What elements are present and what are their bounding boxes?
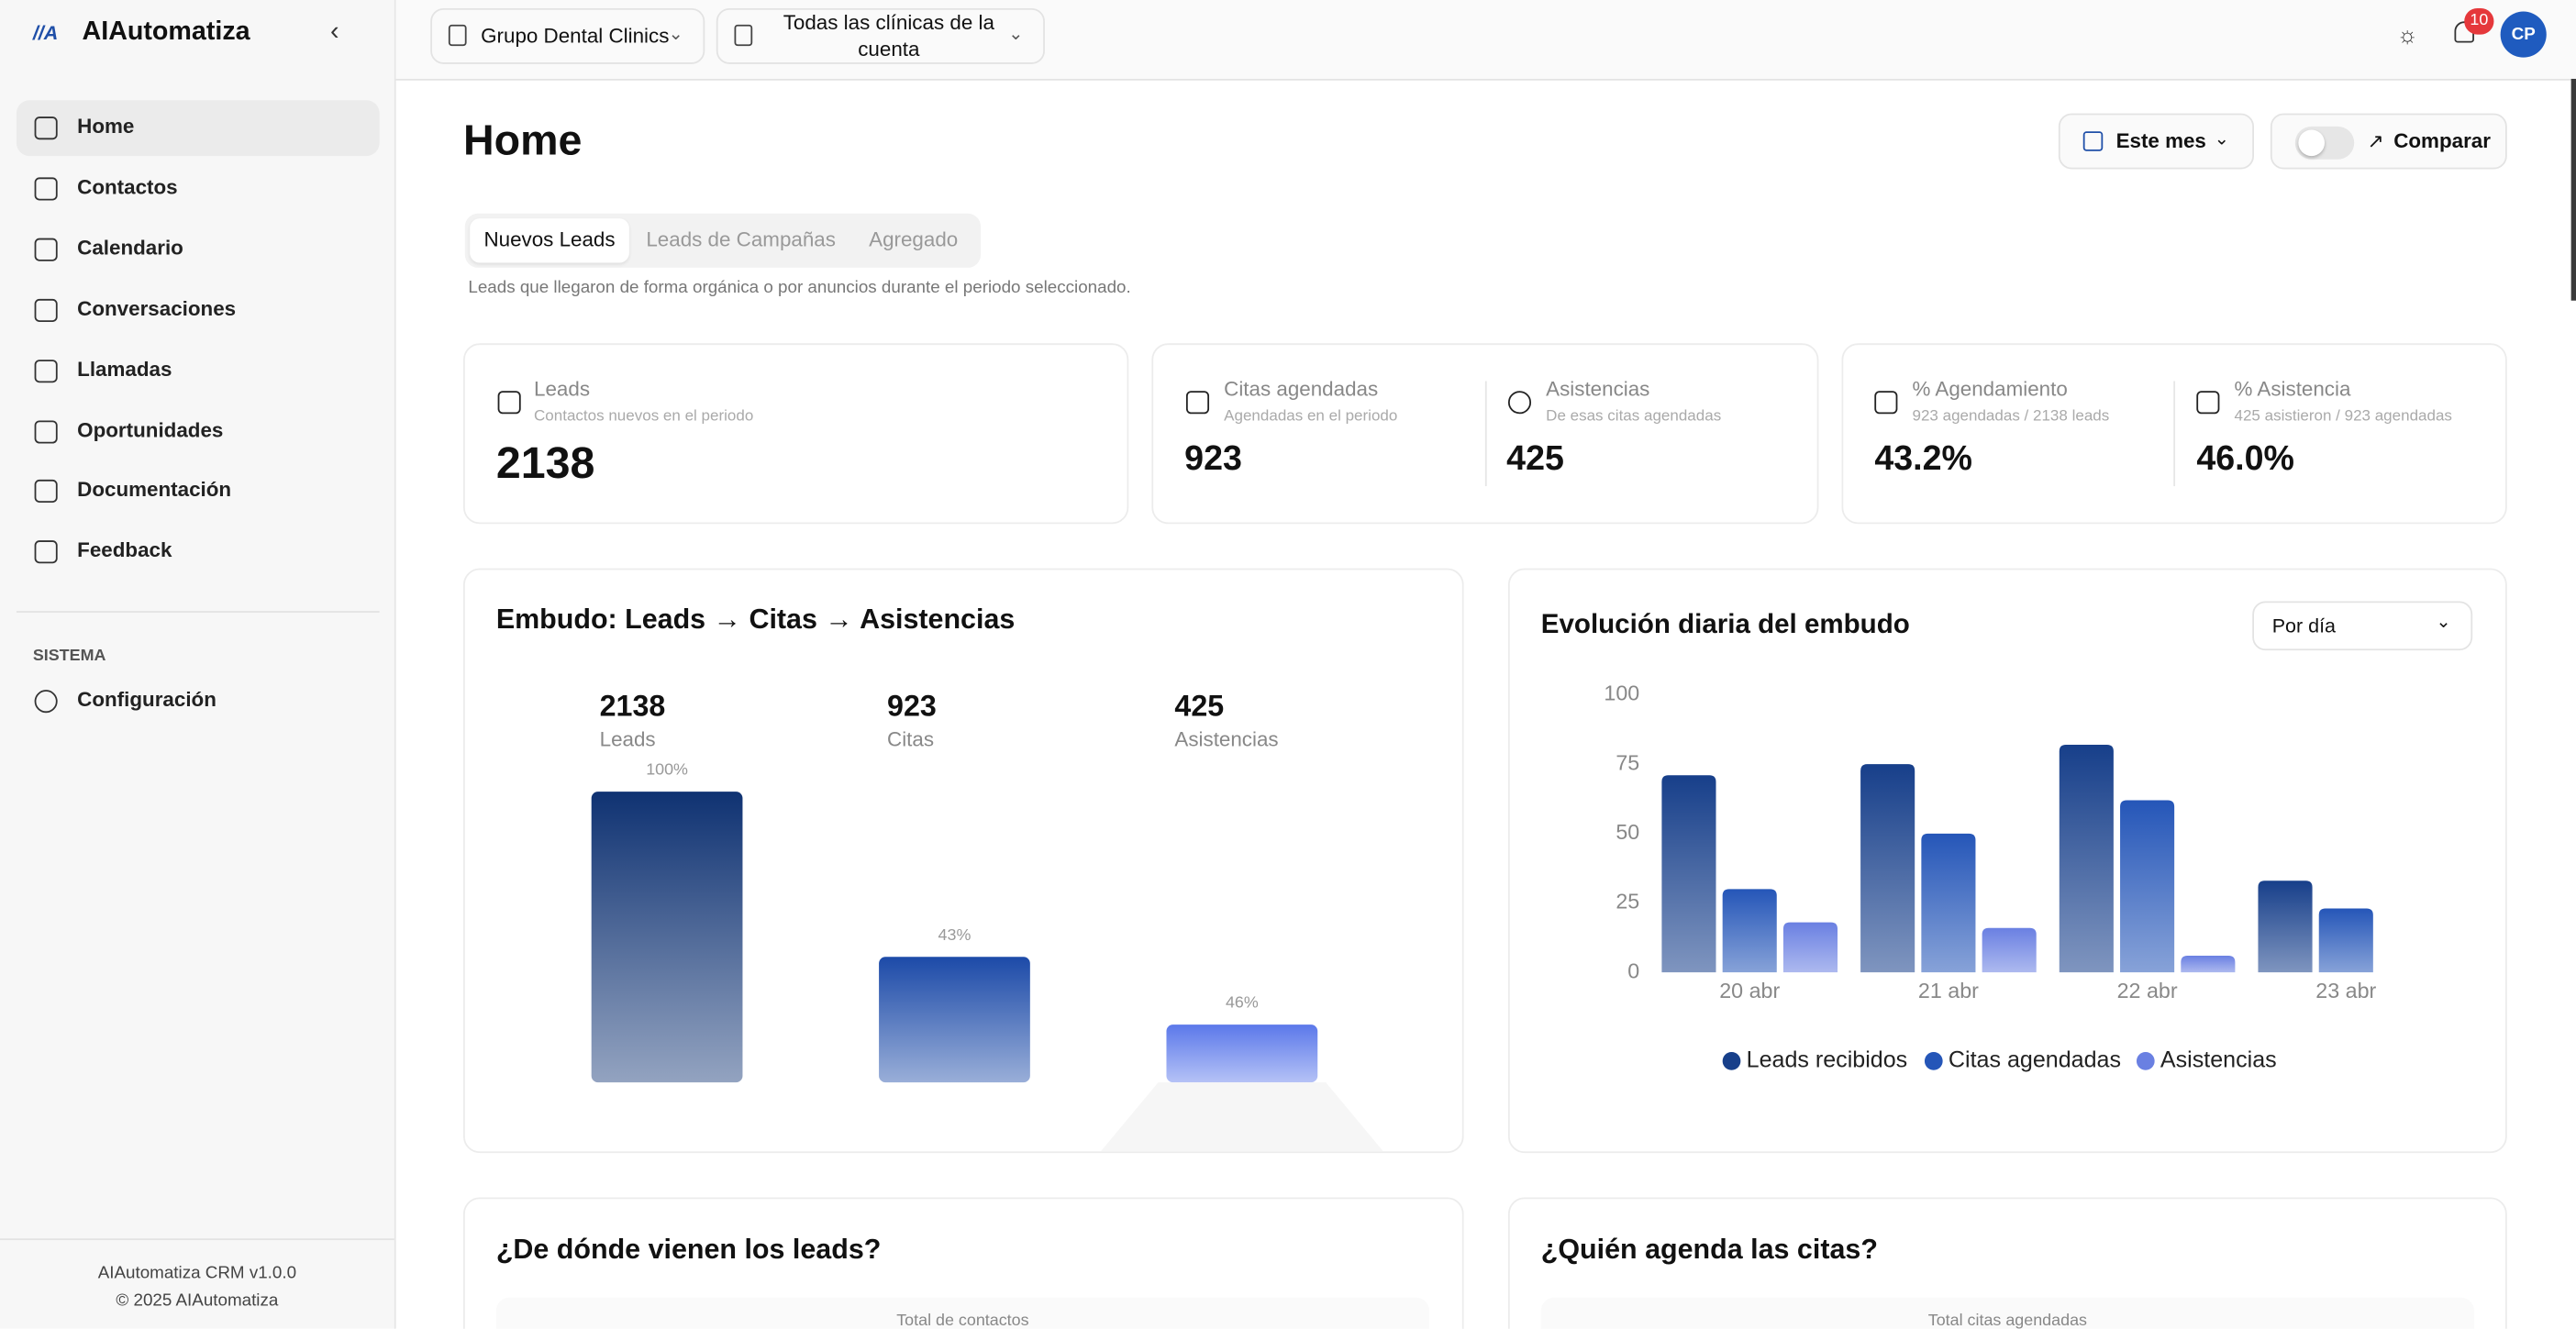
kpi-label: % Agendamiento	[1912, 377, 2068, 401]
nav-icon	[34, 540, 58, 564]
avatar[interactable]: CP	[2500, 11, 2547, 58]
kpi-value: 425	[1506, 439, 1564, 479]
nav-icon	[34, 419, 58, 443]
kpi-label: % Asistencia	[2234, 377, 2351, 401]
compare: Comparar	[2393, 129, 2491, 153]
page-title: Home	[463, 115, 583, 165]
kpi-label: Citas agendadas	[1224, 377, 1379, 401]
kpi-sub: De esas citas agendadas	[1546, 407, 1722, 426]
nav-item[interactable]: Llamadas	[77, 357, 172, 381]
divider	[16, 611, 380, 613]
footer-line: AIAutomatiza CRM v1.0.0	[97, 1263, 297, 1283]
kpi-sub: 923 agendadas / 2138 leads	[1912, 407, 2110, 426]
nav-icon	[34, 116, 58, 140]
period: Este mes	[2115, 129, 2206, 153]
nav-item[interactable]: Feedback	[77, 538, 172, 562]
nav-icon	[34, 298, 58, 322]
kpi-value: 46.0%	[2196, 439, 2294, 479]
nav-icon	[34, 480, 58, 504]
kpi-icon	[497, 391, 521, 415]
nav-icon	[34, 690, 58, 714]
nav-item[interactable]: Contactos	[77, 175, 178, 199]
kpi-value: 43.2%	[1874, 439, 1972, 479]
tab-description: Leads que llegaron de forma orgánica o p…	[468, 277, 1131, 298]
kpi-sub: Contactos nuevos en el periodo	[534, 407, 754, 426]
kpi-card	[463, 343, 1129, 525]
kpi-icon	[1874, 391, 1898, 415]
organization: Grupo Dental Clinics	[481, 24, 670, 48]
theme-toggle[interactable]: ☼	[2396, 21, 2418, 48]
section-title: ¿De dónde vienen los leads?	[495, 1233, 882, 1265]
nav-icon	[34, 238, 58, 261]
clinics: Todas las clínicas de la cuenta	[783, 11, 994, 61]
scrollbar	[2570, 78, 2576, 301]
chart-card	[463, 568, 1464, 1154]
kpi-icon	[1185, 391, 1210, 415]
clinic-select[interactable]: Todas las clínicas de la cuenta ⌄	[716, 7, 1045, 64]
icon	[734, 24, 753, 47]
chevron: ⌄	[668, 24, 683, 45]
active-tab-background	[470, 218, 629, 263]
kpi-sub: 425 asistieron / 923 agendadas	[2234, 407, 2452, 426]
tab[interactable]: Nuevos Leads	[483, 227, 616, 251]
chevron: ⌄	[2436, 612, 2451, 633]
nav-item[interactable]: Calendario	[77, 236, 183, 260]
nav-icon	[34, 177, 58, 201]
tab[interactable]: Leads de Campañas	[646, 227, 836, 251]
divider	[0, 1238, 394, 1241]
chart-card	[1507, 568, 2507, 1154]
footer-line: © 2025 AIAutomatiza	[116, 1290, 279, 1312]
notification-badge: 10	[2464, 7, 2494, 35]
granularity-select[interactable]: Por día ⌄	[2252, 601, 2473, 651]
brand: AIAutomatiza	[82, 17, 250, 47]
tab[interactable]: Agregado	[869, 227, 959, 251]
nav-item[interactable]: Home	[77, 115, 135, 138]
kpi-value: 2138	[495, 438, 595, 488]
section-body	[1540, 1297, 2474, 1329]
sidebar	[0, 0, 396, 1329]
period-select[interactable]: Este mes ⌄	[2058, 113, 2254, 170]
kpi-label: Asistencias	[1546, 377, 1650, 401]
nav-item[interactable]: Oportunidades	[77, 417, 224, 441]
kpi-label: Leads	[534, 377, 591, 401]
nav-item[interactable]: Configuración	[77, 688, 217, 712]
chevron: ⌄	[1008, 24, 1024, 45]
kpi-value: 923	[1184, 439, 1242, 479]
section-subtitle: Total citas agendadas	[1927, 1312, 2087, 1329]
section-label: SISTEMA	[32, 647, 106, 666]
icon: ↗	[2367, 129, 2384, 153]
icon	[448, 24, 467, 47]
nav-item[interactable]: Documentación	[77, 478, 232, 502]
icon	[2082, 131, 2104, 151]
kpi-icon	[2196, 391, 2220, 415]
section-subtitle: Total de contactos	[896, 1312, 1029, 1329]
section-body	[495, 1297, 1430, 1329]
divider	[2173, 381, 2176, 487]
brand-logo: //A	[32, 21, 59, 45]
divider	[1484, 381, 1487, 487]
chevron: ⌄	[2214, 129, 2230, 150]
section-title: ¿Quién agenda las citas?	[1540, 1233, 1878, 1265]
nav-item[interactable]: Conversaciones	[77, 296, 237, 320]
compare-toggle[interactable]: ↗ Comparar	[2270, 113, 2507, 170]
nav-icon	[34, 359, 58, 382]
granularity: Por día	[2271, 614, 2337, 637]
switch-knob	[2298, 129, 2326, 157]
organization-select[interactable]: Grupo Dental Clinics ⌄	[430, 7, 705, 64]
collapse-button[interactable]: ‹	[329, 17, 339, 47]
kpi-card	[1151, 343, 1819, 525]
kpi-sub: Agendadas en el periodo	[1224, 407, 1398, 426]
nav-active-background	[16, 100, 380, 157]
kpi-icon	[1507, 391, 1532, 415]
